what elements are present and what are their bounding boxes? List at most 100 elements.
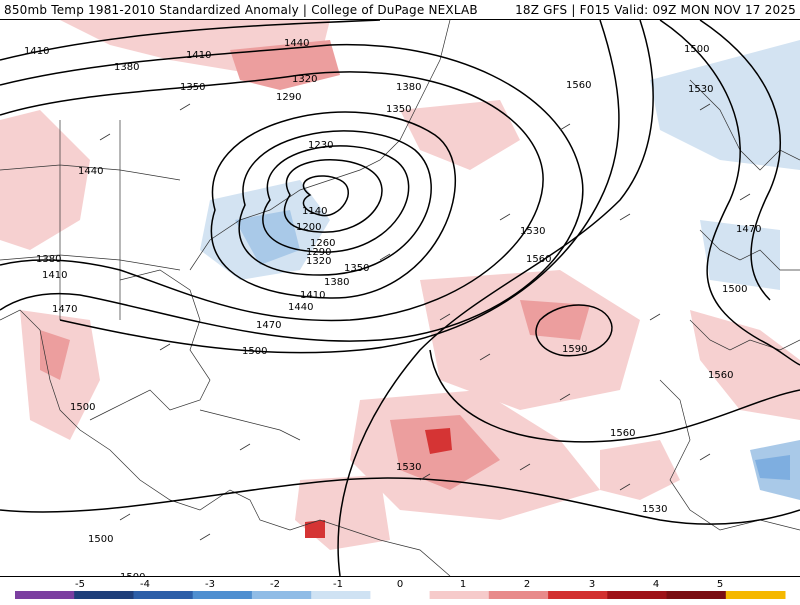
colorbar-swatch	[311, 591, 371, 599]
contour-label: 1320	[292, 74, 317, 85]
colorbar-swatches	[15, 591, 786, 599]
coast-central-america	[0, 309, 451, 576]
colorbar-swatch	[133, 591, 194, 599]
warm-anomaly-tropical-strong	[425, 428, 452, 454]
contour-label-set: 1410 1380 1350 1440 1410 1320 1290 1380 …	[24, 38, 761, 576]
colorbar-swatch	[192, 591, 253, 599]
colorbar-swatch	[429, 591, 490, 599]
contour-label: 1530	[396, 462, 421, 473]
contour-1500-east	[659, 20, 800, 366]
colorbar-swatch	[488, 591, 549, 599]
contour-label: 1230	[308, 140, 333, 151]
contour-label: 1560	[610, 428, 635, 439]
coast-europe-north	[689, 79, 800, 171]
colorbar-tick: -1	[333, 579, 343, 590]
wind-barbs	[99, 103, 751, 541]
contour-label: 1290	[276, 92, 301, 103]
map-title: 850mb Temp 1981-2010 Standardized Anomal…	[4, 3, 478, 17]
colorbar-tick: 4	[653, 579, 659, 590]
colorbar-swatch	[74, 591, 134, 599]
contour-label: 1410	[24, 46, 49, 57]
colorbar-tick: -5	[75, 579, 85, 590]
warm-anomaly-north-core	[230, 40, 340, 90]
contour-label: 1320	[306, 256, 331, 267]
contour-label: 1500	[242, 346, 267, 357]
colorbar-swatch	[370, 591, 431, 599]
colorbar-tick: 1	[460, 579, 466, 590]
warm-anomaly-caribbean-strong	[305, 520, 325, 538]
weather-map: 1410 1380 1350 1440 1410 1320 1290 1380 …	[0, 20, 800, 576]
colorbar-swatch	[725, 591, 786, 599]
contour-1230	[262, 145, 410, 253]
contour-label: 1380	[324, 277, 349, 288]
coast-cuba	[199, 409, 301, 441]
contour-label: 1500	[70, 402, 95, 413]
contour-1560	[429, 349, 800, 443]
contour-label: 1380	[396, 82, 421, 93]
contour-label: 1440	[284, 38, 309, 49]
contour-label: 1140	[302, 206, 327, 217]
contour-1470-east	[699, 20, 781, 301]
model-run-info: 18Z GFS | F015 Valid: 09Z MON NOV 17 202…	[515, 3, 796, 17]
contour-label: 1530	[642, 504, 667, 515]
colorbar-swatch	[548, 591, 608, 599]
contour-1530-south	[0, 477, 800, 525]
contour-label: 1500	[722, 284, 747, 295]
coast-east-north-america	[189, 20, 451, 271]
contour-1530	[337, 20, 654, 576]
barb-set	[99, 103, 751, 541]
contour-label: 1560	[708, 370, 733, 381]
warm-anomaly-labrador	[400, 100, 520, 170]
cool-anomaly-europe-north	[650, 40, 800, 170]
coast-iberia	[689, 319, 800, 351]
colorbar: -5 -4 -3 -2 -1 0 1 2 3 4 5	[0, 576, 800, 600]
contour-label: 1500	[88, 534, 113, 545]
colorbar-swatch	[15, 591, 75, 599]
contour-label: 1380	[36, 254, 61, 265]
contour-label: 1560	[526, 254, 551, 265]
contour-1500	[59, 20, 620, 354]
contour-label: 1470	[736, 224, 761, 235]
warm-anomaly-east-tropical	[600, 440, 680, 500]
contour-1320	[210, 111, 457, 299]
colorbar-tick: 0	[397, 579, 403, 590]
state-borders	[0, 120, 181, 320]
coast-gulf	[89, 269, 211, 421]
contour-label: 1500	[120, 572, 145, 576]
contour-1140	[302, 175, 349, 217]
contour-label: 1470	[52, 304, 77, 315]
contour-label: 1470	[256, 320, 281, 331]
colorbar-tick: 5	[717, 579, 723, 590]
warm-anomaly-west	[0, 110, 90, 250]
contour-1590	[535, 304, 613, 357]
contour-label: 1350	[386, 104, 411, 115]
colorbar-tick: -3	[205, 579, 215, 590]
colorbar-swatch	[251, 591, 312, 599]
contour-label: 1440	[78, 166, 103, 177]
contour-label: 1380	[114, 62, 139, 73]
contour-label: 1350	[344, 263, 369, 274]
contour-label: 1560	[566, 80, 591, 91]
warm-anomaly-tropical-mid	[390, 415, 500, 490]
warm-anomaly-mid-atlantic-core	[520, 300, 590, 340]
contour-label: 1410	[300, 290, 325, 301]
coastlines	[0, 20, 800, 576]
contour-1380	[0, 71, 544, 322]
contour-label: 1350	[180, 82, 205, 93]
cool-anomaly-east-coast-core	[235, 210, 300, 265]
colorbar-tick: 3	[589, 579, 595, 590]
colorbar-tick: -4	[140, 579, 150, 590]
colorbar-tick: 2	[524, 579, 530, 590]
contour-label: 1200	[296, 222, 321, 233]
contour-1410-north	[0, 20, 381, 61]
colorbar-ticks: -5 -4 -3 -2 -1 0 1 2 3 4 5	[75, 579, 723, 590]
contour-1200	[283, 159, 383, 233]
contour-1290	[238, 130, 432, 276]
contour-1440	[0, 43, 584, 342]
coast-britain	[699, 229, 800, 271]
contour-label: 1260	[310, 238, 335, 249]
contour-label: 1530	[688, 84, 713, 95]
contour-label: 1530	[520, 226, 545, 237]
warm-anomaly-iberia	[690, 310, 800, 420]
height-contours	[0, 20, 800, 576]
